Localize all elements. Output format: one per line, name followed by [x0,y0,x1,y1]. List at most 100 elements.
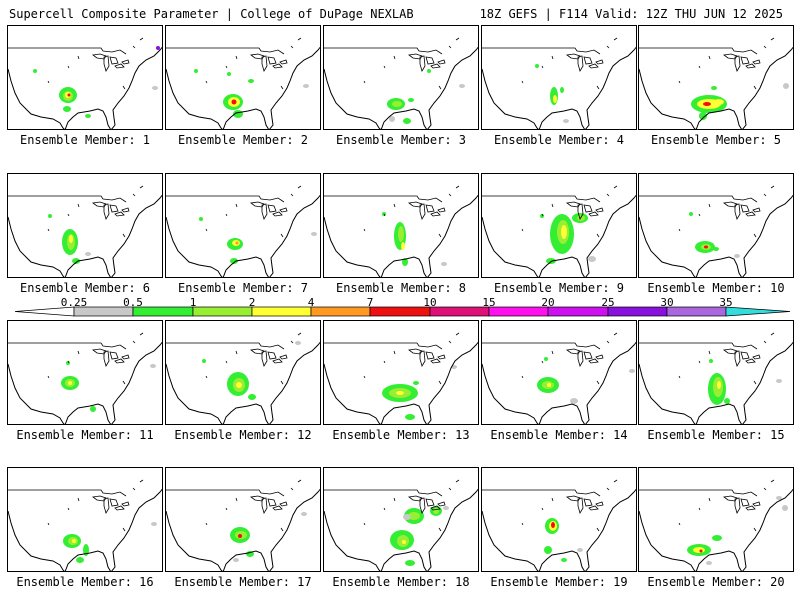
great-lake [588,211,599,217]
scp-field [387,69,465,124]
map-detail [363,37,460,90]
great-lake [437,501,446,507]
scp-contour-fill [544,546,552,554]
great-lake [583,498,593,507]
us-canada-border [166,47,285,55]
scp-map [639,479,793,571]
coastline [324,341,478,424]
scp-contour-fill [783,83,789,89]
great-lake [121,207,130,213]
great-lake [261,55,268,72]
map-detail [363,332,460,385]
colorbar-level-label: 30 [660,296,674,309]
map-panel-member-10 [638,173,794,278]
great-lake [722,201,738,208]
great-lake [91,348,107,355]
coastline [324,488,478,571]
us-canada-border [8,342,127,350]
great-lake [425,498,435,507]
header-title-left: Supercell Composite Parameter | College … [9,7,414,21]
scp-map [8,37,162,129]
panel-label: Ensemble Member: 1 [19,133,151,147]
great-lake [437,59,446,65]
scp-field [689,212,740,258]
scp-contour-fill [561,558,567,562]
colorbar-level-label: 4 [307,296,315,309]
panel-label: Ensemble Member: 17 [174,575,312,589]
map-detail [521,332,618,385]
map-panel-member-8 [323,173,479,278]
scp-contour-fill [90,406,96,412]
great-lake [425,56,435,65]
us-canada-border [166,342,285,350]
map-detail [521,185,618,238]
scp-contour-fill [547,383,551,387]
great-lake [407,495,423,502]
great-lake [752,207,761,213]
panel-label: Ensemble Member: 15 [647,428,785,442]
great-lake [745,358,756,364]
great-lake [595,501,604,507]
scp-contour-fill [396,391,404,395]
coastline [8,194,162,277]
great-lake [249,495,265,502]
scp-contour-fill [408,98,414,102]
scp-contour-fill [403,514,411,520]
scp-contour-fill [560,87,564,93]
us-canada-border [324,342,443,350]
colorbar-bin [192,306,253,317]
scp-contour-fill [230,258,238,264]
scp-map [8,332,162,424]
panel-label: Ensemble Member: 4 [493,133,625,147]
panel-label: Ensemble Member: 20 [647,575,785,589]
scp-contour-fill [227,72,231,76]
great-lake [267,56,277,65]
scp-map [8,185,162,277]
map-panel-member-17 [165,467,321,572]
scp-contour-fill [724,398,730,404]
map-detail [205,37,302,90]
scp-contour-fill [714,99,724,105]
great-lake [279,354,288,360]
great-lake [740,351,750,360]
colorbar-high-arrow [725,306,791,317]
great-lake [734,497,741,514]
scp-contour-fill [408,512,420,520]
scp-contour-fill [248,79,254,83]
scp-contour-fill [413,381,419,385]
coastline [324,46,478,129]
great-lake [745,63,756,69]
map-detail [205,479,302,532]
great-lake [109,351,119,360]
scp-map [166,37,320,129]
map-detail [47,185,144,238]
panel-label: Ensemble Member: 11 [16,428,154,442]
great-lake [114,358,125,364]
great-lake [109,498,119,507]
great-lake [722,348,738,355]
us-canada-border [482,342,601,350]
scp-contour-fill [311,232,317,236]
scp-map [482,185,636,277]
map-panel-member-1 [7,25,163,130]
scp-contour-fill [570,398,578,404]
scp-contour-fill [535,64,539,68]
great-lake [272,211,283,217]
coastline [482,341,636,424]
scp-contour-fill [152,86,158,90]
great-lake [595,207,604,213]
scp-contour-fill [303,84,309,88]
map-detail [47,332,144,385]
scp-contour-fill [301,512,307,516]
scp-contour-fill [459,84,465,88]
great-lake [588,505,599,511]
map-detail [678,185,775,238]
map-panel-member-4 [481,25,637,130]
scp-contour-fill [782,505,788,511]
scp-contour-fill [150,364,156,368]
coastline [639,194,793,277]
colorbar-bin [488,306,549,317]
scp-field [708,359,782,405]
scp-contour-fill [540,214,544,218]
great-lake [249,201,265,208]
